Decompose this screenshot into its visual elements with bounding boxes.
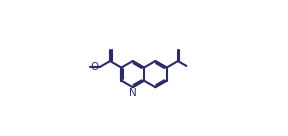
Text: O: O — [91, 62, 99, 72]
Text: N: N — [129, 88, 137, 98]
